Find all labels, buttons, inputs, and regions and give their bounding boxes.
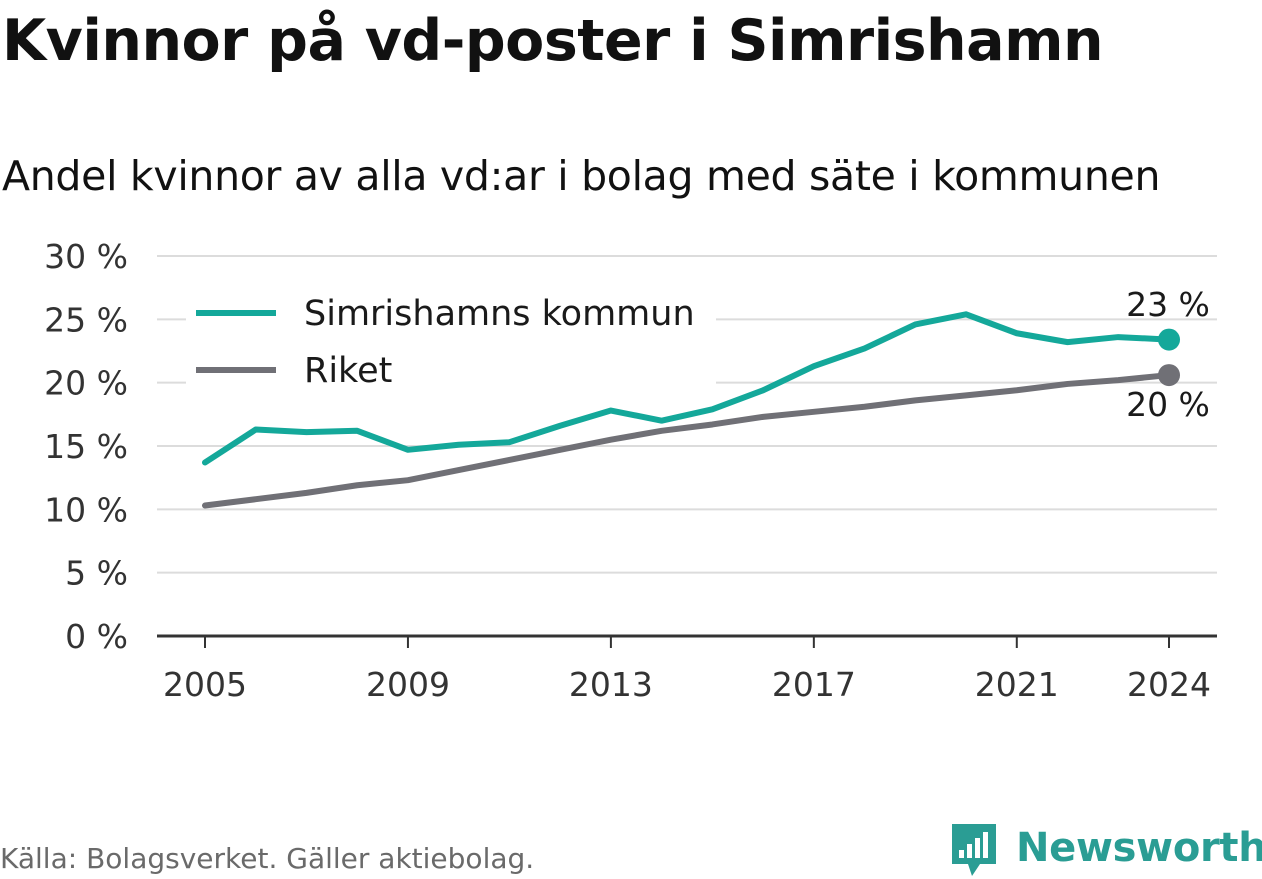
brand-name: Newsworthy: [1016, 825, 1262, 871]
axis-layer: 0 % 5 % 10 % 15 % 20 % 25 % 30 % 2005 2009 2013 20…: [44, 237, 1217, 704]
series-layer: 23 % 20 %: [202, 285, 1210, 509]
brand[interactable]: Newsworthy: [950, 818, 1262, 878]
chart-title: Kvinnor på vd-poster i Simrishamn: [2, 8, 1104, 74]
newsworthy-bar-chart-icon: [952, 824, 996, 876]
legend-label-riket: Riket: [304, 351, 392, 391]
x-tick-label: 2017: [772, 665, 856, 704]
legend-label-simrishamn: Simrishamns kommun: [304, 294, 695, 334]
x-tick-label: 2024: [1127, 665, 1211, 704]
y-tick-label: 15 %: [44, 427, 128, 466]
series-end-point-simrishamn: [1158, 328, 1180, 351]
y-tick-label: 30 %: [44, 237, 128, 276]
y-tick-label: 10 %: [44, 490, 128, 529]
chart-subtitle: Andel kvinnor av alla vd:ar i bolag med …: [2, 152, 1161, 200]
end-label-simrishamn: 23 %: [1126, 285, 1210, 324]
end-label-riket: 20 %: [1126, 385, 1210, 424]
legend: Simrishamns kommun Riket: [186, 290, 716, 391]
series-line-simrishamn: [202, 311, 1172, 466]
x-tick-label: 2005: [163, 665, 247, 704]
x-tick-label: 2013: [569, 665, 653, 704]
series-line-riket: [202, 372, 1172, 509]
y-tick-label: 20 %: [44, 364, 128, 403]
y-tick-label: 0 %: [65, 617, 128, 656]
series-end-point-riket: [1158, 364, 1180, 387]
source-note: Källa: Bolagsverket. Gäller aktiebolag.: [0, 842, 535, 875]
y-tick-label: 5 %: [65, 554, 128, 593]
x-tick-label: 2021: [975, 665, 1059, 704]
x-tick-label: 2009: [366, 665, 450, 704]
y-tick-label: 25 %: [44, 300, 128, 339]
